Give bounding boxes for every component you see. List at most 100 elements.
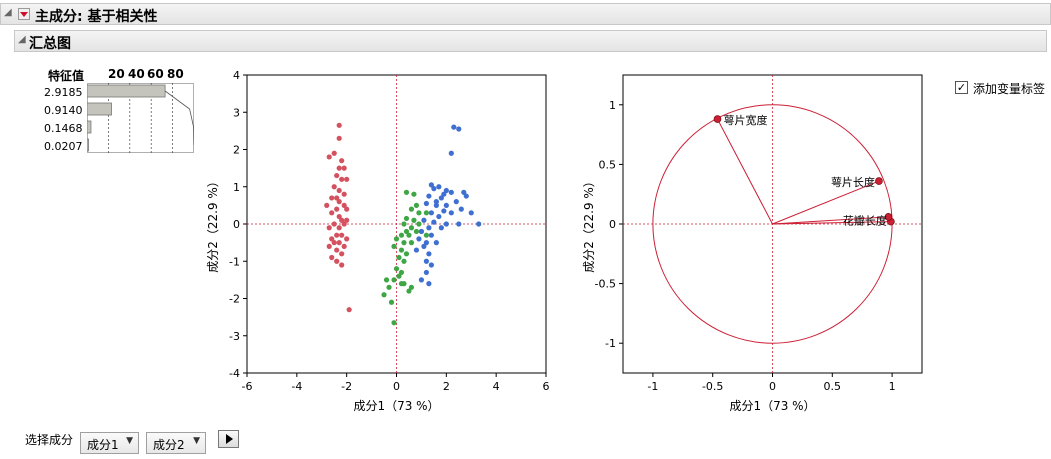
score-point [438, 195, 444, 201]
y-tick-label: -0.5 [595, 278, 616, 291]
score-point [339, 251, 345, 257]
score-point [398, 247, 405, 253]
score-point [403, 189, 410, 195]
score-point [331, 221, 337, 227]
score-point [406, 232, 412, 238]
score-point [421, 217, 427, 223]
eigen-axis-tick: 60 [147, 67, 164, 81]
score-point [334, 195, 340, 201]
component-y-select[interactable]: 成分2 ▼ [146, 432, 206, 454]
score-point [331, 150, 337, 156]
loading-point [884, 213, 893, 221]
score-point [416, 221, 422, 227]
add-variable-labels-label: 添加变量标签 [973, 82, 1046, 96]
score-point [346, 307, 352, 313]
score-point [341, 221, 347, 227]
score-point [441, 191, 447, 197]
score-point [428, 210, 434, 216]
score-point [396, 273, 402, 279]
score-point [401, 240, 407, 246]
score-point [423, 269, 429, 276]
score-point [398, 232, 405, 238]
score-point [339, 232, 345, 238]
score-point [456, 221, 462, 227]
loading-label: 花瓣长度 [843, 214, 887, 228]
score-point [329, 210, 335, 216]
score-point [408, 225, 415, 231]
x-tick-label: 0 [769, 380, 776, 393]
score-point [403, 215, 410, 222]
score-point [381, 292, 387, 298]
score-point [453, 199, 459, 205]
score-point [403, 228, 410, 235]
x-tick-label: 6 [543, 380, 550, 393]
score-point [329, 236, 335, 242]
y-axis-label: 成分2（22.9 %） [206, 175, 220, 273]
score-point [329, 195, 335, 201]
report-header[interactable]: ◢ 主成分: 基于相关性 [0, 3, 1051, 25]
score-point [386, 284, 392, 290]
collapse-icon[interactable]: ◢ [18, 34, 26, 45]
y-tick-label: 4 [233, 69, 240, 82]
score-point [391, 320, 397, 326]
score-point [441, 208, 447, 214]
score-point [433, 202, 439, 208]
eigenvalue-row: 0.0207 [44, 140, 83, 153]
component-x-value: 成分1 [87, 438, 119, 452]
score-point [398, 281, 405, 287]
score-point [339, 158, 345, 164]
x-tick-label: -0.5 [702, 380, 723, 393]
score-point [433, 199, 439, 205]
summary-header[interactable]: ◢ 汇总图 [14, 30, 1047, 52]
x-tick-label: 0 [393, 380, 400, 393]
component-x-select[interactable]: 成分1 ▼ [80, 432, 139, 454]
score-point [423, 232, 429, 238]
score-point [396, 254, 402, 261]
score-point [401, 221, 407, 227]
score-point [339, 262, 345, 268]
score-point [344, 206, 350, 212]
y-tick-label: 3 [233, 106, 240, 119]
x-tick-label: 0.5 [824, 380, 842, 393]
score-point [341, 165, 347, 171]
score-point [324, 202, 330, 208]
eigen-bar [87, 138, 89, 152]
score-point [431, 186, 437, 192]
score-point [336, 199, 342, 205]
y-tick-label: 0 [609, 218, 616, 231]
score-point [326, 243, 332, 249]
eigenvalue-row: 0.1468 [44, 122, 83, 135]
loading-point [713, 115, 722, 123]
x-tick-label: 2 [443, 380, 450, 393]
score-point [411, 191, 417, 197]
score-point [426, 251, 432, 257]
score-point [408, 284, 415, 290]
score-point [334, 247, 340, 253]
score-point [336, 225, 342, 231]
score-point [428, 262, 434, 268]
score-point [461, 189, 467, 195]
score-point [423, 240, 429, 246]
x-tick-label: 4 [493, 380, 500, 393]
score-point [336, 240, 342, 246]
add-variable-labels-checkbox[interactable]: ✓ [955, 81, 968, 94]
collapse-icon[interactable]: ◢ [4, 7, 12, 18]
score-point [336, 213, 342, 220]
x-tick-label: -2 [341, 380, 352, 393]
go-arrow-button[interactable] [218, 430, 239, 448]
y-tick-label: 2 [233, 144, 240, 157]
y-tick-label: 1 [609, 99, 616, 112]
score-point [426, 225, 432, 231]
score-point [448, 189, 454, 195]
y-tick-label: -1 [229, 255, 240, 268]
y-tick-label: 1 [233, 181, 240, 194]
loading-plot: -1 -0.5 0 0.5 1 -1 -0.5 0 0.5 1 成分1（73 %） 成分2（22.9 … [582, 74, 923, 413]
x-tick-label: -4 [291, 380, 302, 393]
loading-label: 萼片宽度 [723, 113, 767, 127]
y-tick-label: 0.5 [599, 158, 617, 171]
score-point [413, 202, 420, 208]
score-point [433, 240, 439, 246]
score-point [416, 210, 422, 216]
score-point [413, 228, 420, 235]
red-triangle-menu-icon[interactable] [18, 8, 30, 20]
